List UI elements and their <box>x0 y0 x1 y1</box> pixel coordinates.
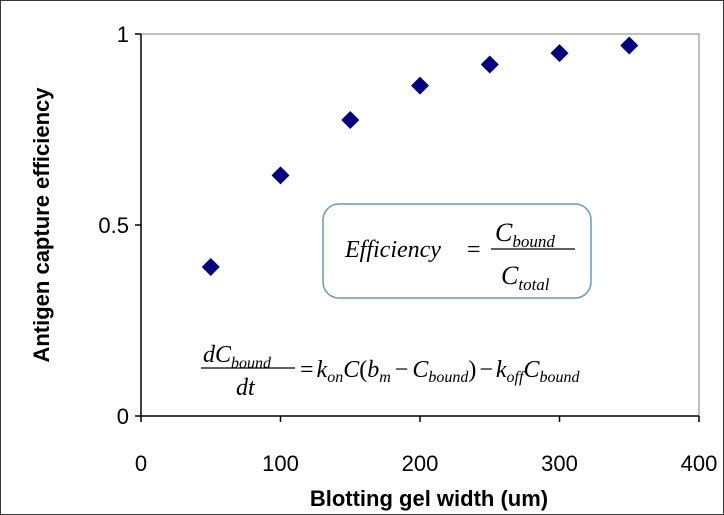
efficiency-denominator: Ctotal <box>501 261 550 294</box>
rate-rhs: = konC(bm − Cbound) − koffCbound <box>300 357 580 386</box>
efficiency-equals: = <box>467 237 481 263</box>
y-tick-label: 0.5 <box>98 213 129 238</box>
data-point <box>620 36 639 55</box>
data-point <box>341 110 360 129</box>
y-tick-label: 1 <box>117 22 129 47</box>
x-tick-label: 100 <box>262 451 299 476</box>
data-point <box>201 258 220 277</box>
data-point <box>411 76 429 95</box>
efficiency-formula-box: Efficiency = Cbound Ctotal <box>322 203 592 299</box>
x-tick-label: 0 <box>135 451 147 476</box>
efficiency-numerator: Cbound <box>495 218 555 251</box>
data-point <box>271 166 290 185</box>
y-ticks: 00.51 <box>98 22 141 429</box>
y-axis-title: Antigen capture efficiency <box>29 87 54 363</box>
rate-equation: dCbound dt = konC(bm − Cbound) − koffCbound <box>201 342 580 401</box>
x-tick-label: 400 <box>681 451 718 476</box>
x-tick-label: 300 <box>541 451 578 476</box>
x-ticks: 0 100 200 300 400 <box>135 416 717 476</box>
efficiency-lhs: Efficiency <box>344 237 441 263</box>
data-points <box>201 36 639 277</box>
rate-denominator: dt <box>236 375 256 401</box>
x-axis-title: Blotting gel width (um) <box>310 486 548 511</box>
data-point <box>480 55 499 74</box>
x-tick-label: 200 <box>402 451 439 476</box>
y-tick-label: 0 <box>117 404 129 429</box>
data-point <box>550 44 569 63</box>
